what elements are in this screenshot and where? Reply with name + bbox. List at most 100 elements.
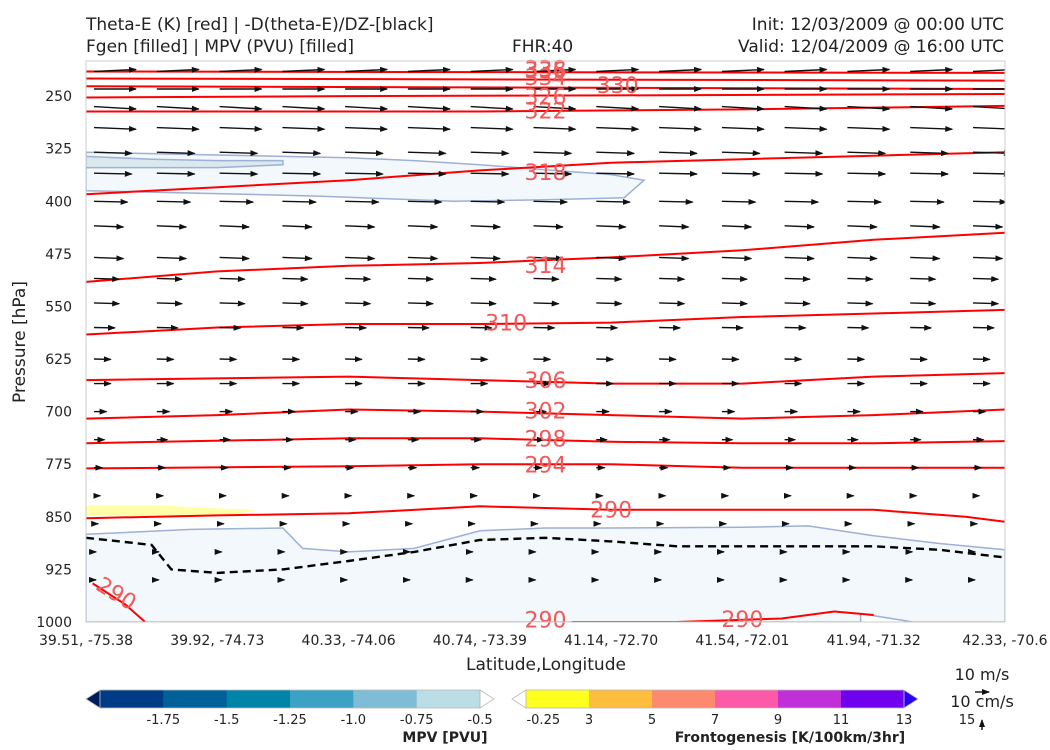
wind-vector	[156, 125, 200, 132]
wind-vector	[282, 105, 326, 112]
wind-vector	[219, 105, 263, 112]
wind-vector	[156, 198, 192, 205]
wind-vector	[784, 275, 811, 282]
colorbar-segment	[100, 690, 164, 708]
wind-vector	[533, 300, 560, 307]
wind-vector	[721, 66, 765, 73]
wind-vector	[910, 198, 945, 205]
wind-vector	[972, 126, 1005, 130]
wind-vector	[659, 125, 703, 132]
colorbar-label: -1.25	[273, 713, 307, 728]
wind-vector	[784, 223, 815, 230]
wind-vector	[533, 105, 577, 112]
wind-vector	[596, 66, 640, 73]
wind-vector	[910, 66, 954, 73]
wind-vector	[972, 105, 1005, 110]
wind-vector	[847, 170, 887, 177]
wind-vector	[407, 255, 439, 262]
wind-vector	[784, 150, 824, 157]
reference-vector-horizontal-label: 10 m/s	[955, 665, 1010, 684]
wind-vector	[596, 275, 623, 282]
wind-vector	[219, 198, 255, 205]
wind-vector	[282, 275, 309, 282]
colorbar-segment	[479, 689, 495, 709]
wind-vector	[93, 66, 137, 73]
wind-vector	[282, 198, 317, 205]
y-tick-label: 475	[45, 247, 72, 263]
wind-vector	[533, 275, 560, 282]
wind-vector	[470, 105, 514, 112]
wind-vector	[407, 150, 447, 157]
wind-vector	[784, 198, 820, 205]
theta-e-label-330: 330	[597, 74, 639, 99]
wind-vector	[847, 125, 891, 132]
wind-vector	[659, 223, 690, 230]
wind-vectors	[89, 66, 1005, 583]
theta-e-contour-298	[86, 437, 1005, 445]
wind-vector	[345, 105, 389, 112]
wind-vector	[219, 170, 259, 177]
wind-vector	[721, 198, 757, 205]
wind-vector	[156, 66, 200, 73]
wind-vector	[784, 125, 828, 132]
wind-vector	[721, 300, 749, 307]
theta-e-label-294: 294	[525, 454, 567, 479]
reference-vector-vertical-label: 10 cm/s	[950, 692, 1014, 711]
colorbar-mpv-title: MPV [PVU]	[402, 730, 487, 746]
wind-vector	[596, 150, 636, 157]
wind-vector	[345, 150, 384, 157]
header-valid-time: Valid: 12/04/2009 @ 16:00 UTC	[738, 37, 1004, 57]
wind-vector	[721, 170, 761, 177]
wind-vector	[784, 255, 815, 262]
x-tick-label: 40.33, -74.06	[302, 633, 396, 649]
wind-vector	[972, 223, 1004, 230]
y-tick-label: 250	[45, 89, 72, 105]
theta-e-label-318: 318	[525, 161, 567, 186]
wind-vector	[156, 300, 183, 307]
colorbar-segment	[526, 690, 590, 708]
wind-vector	[93, 105, 137, 112]
theta-e-contour-310	[86, 308, 1005, 336]
colorbar-mpv: -1.75 -1.5 -1.25 -1.0 -0.75 -0.5 -0.25	[85, 689, 560, 728]
x-tick-label: 39.92, -74.73	[170, 633, 264, 649]
wind-vector	[345, 125, 389, 132]
wind-vector	[93, 300, 121, 307]
wind-vector	[847, 198, 882, 205]
wind-vector	[93, 275, 121, 282]
x-tick-label: 41.94, -71.32	[827, 633, 921, 649]
wind-vector	[345, 275, 372, 282]
wind-vector	[156, 105, 200, 112]
colorbar-segment	[85, 689, 101, 709]
wind-vector	[345, 300, 372, 307]
wind-vector	[972, 198, 1005, 205]
colorbar-label: -1.0	[341, 713, 366, 728]
y-tick-label: 625	[45, 352, 72, 368]
wind-vector	[721, 223, 753, 230]
wind-vector	[910, 275, 937, 282]
colorbar-label: 7	[711, 713, 719, 728]
colorbar-segment	[903, 689, 919, 709]
y-tick-label: 325	[45, 142, 72, 158]
wind-vector	[470, 255, 502, 262]
wind-vector	[533, 125, 577, 132]
wind-vector	[784, 105, 828, 112]
theta-e-label-336: 336	[525, 59, 567, 84]
y-tick-label: 925	[45, 562, 72, 578]
colorbar-frame	[99, 689, 481, 709]
wind-vector	[345, 223, 376, 230]
stability-contour	[86, 536, 1005, 575]
x-tick-label: 39.51, -75.38	[39, 633, 133, 649]
theta-e-contour-326	[86, 93, 1005, 99]
theta-e-contour-290	[92, 582, 146, 622]
wind-vector	[156, 275, 183, 282]
mpv-region-2	[86, 525, 1005, 622]
header-init-time: Init: 12/03/2009 @ 00:00 UTC	[751, 15, 1004, 35]
wind-vector	[910, 255, 941, 262]
wind-vector	[470, 150, 510, 157]
wind-vector	[219, 125, 263, 132]
wind-vector	[93, 255, 125, 262]
wind-vector	[659, 198, 694, 205]
wind-vector	[93, 198, 129, 205]
wind-vector	[596, 105, 640, 112]
